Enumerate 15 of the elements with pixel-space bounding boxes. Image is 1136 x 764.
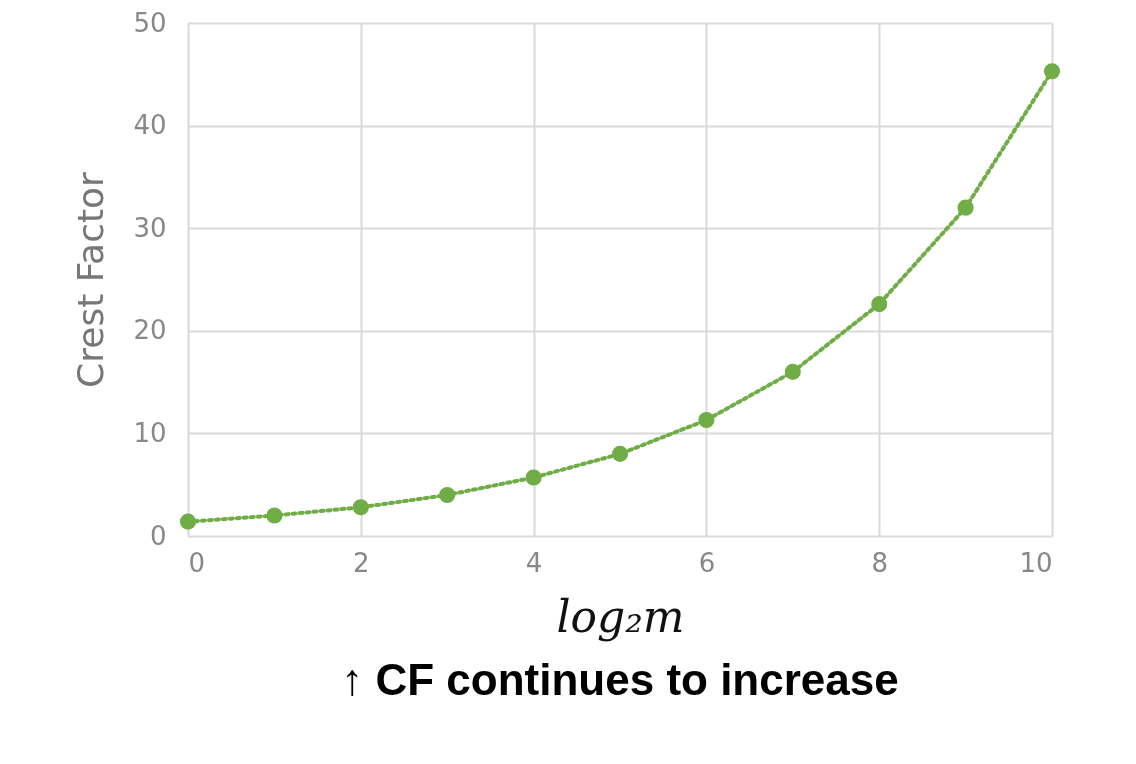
y-tick-label: 0	[149, 520, 167, 551]
y-axis-title: Crest Factor	[70, 171, 112, 388]
x-axis-title: log₂m	[556, 590, 685, 642]
text: ↑ CF continues to increase	[341, 655, 899, 704]
x-tick-label: 2	[353, 547, 370, 578]
x-tick-label: 4	[525, 547, 543, 578]
x-tick-label: 6	[698, 547, 716, 578]
y-tick-label: 50	[133, 7, 167, 38]
y-tick-label: 20	[133, 315, 167, 346]
x-tick-label: 10	[1019, 547, 1053, 578]
y-tick-label: 40	[133, 110, 167, 141]
y-tick-label: 30	[133, 212, 167, 243]
x-tick-label: 8	[871, 547, 888, 578]
x-tick-label: 0	[188, 547, 206, 578]
y-tick-label: 10	[133, 417, 167, 448]
